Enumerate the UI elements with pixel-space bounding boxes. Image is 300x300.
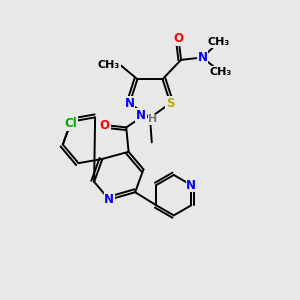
Text: CH₃: CH₃	[208, 37, 230, 47]
Text: N: N	[186, 178, 196, 192]
Text: O: O	[174, 32, 184, 45]
Text: N: N	[197, 51, 207, 64]
Text: N: N	[124, 97, 135, 110]
Text: H: H	[148, 114, 158, 124]
Text: S: S	[166, 97, 175, 110]
Text: N: N	[104, 193, 114, 206]
Text: Cl: Cl	[64, 117, 77, 130]
Text: N: N	[136, 109, 146, 122]
Text: O: O	[100, 118, 110, 131]
Text: CH₃: CH₃	[209, 67, 231, 77]
Text: CH₃: CH₃	[98, 60, 120, 70]
